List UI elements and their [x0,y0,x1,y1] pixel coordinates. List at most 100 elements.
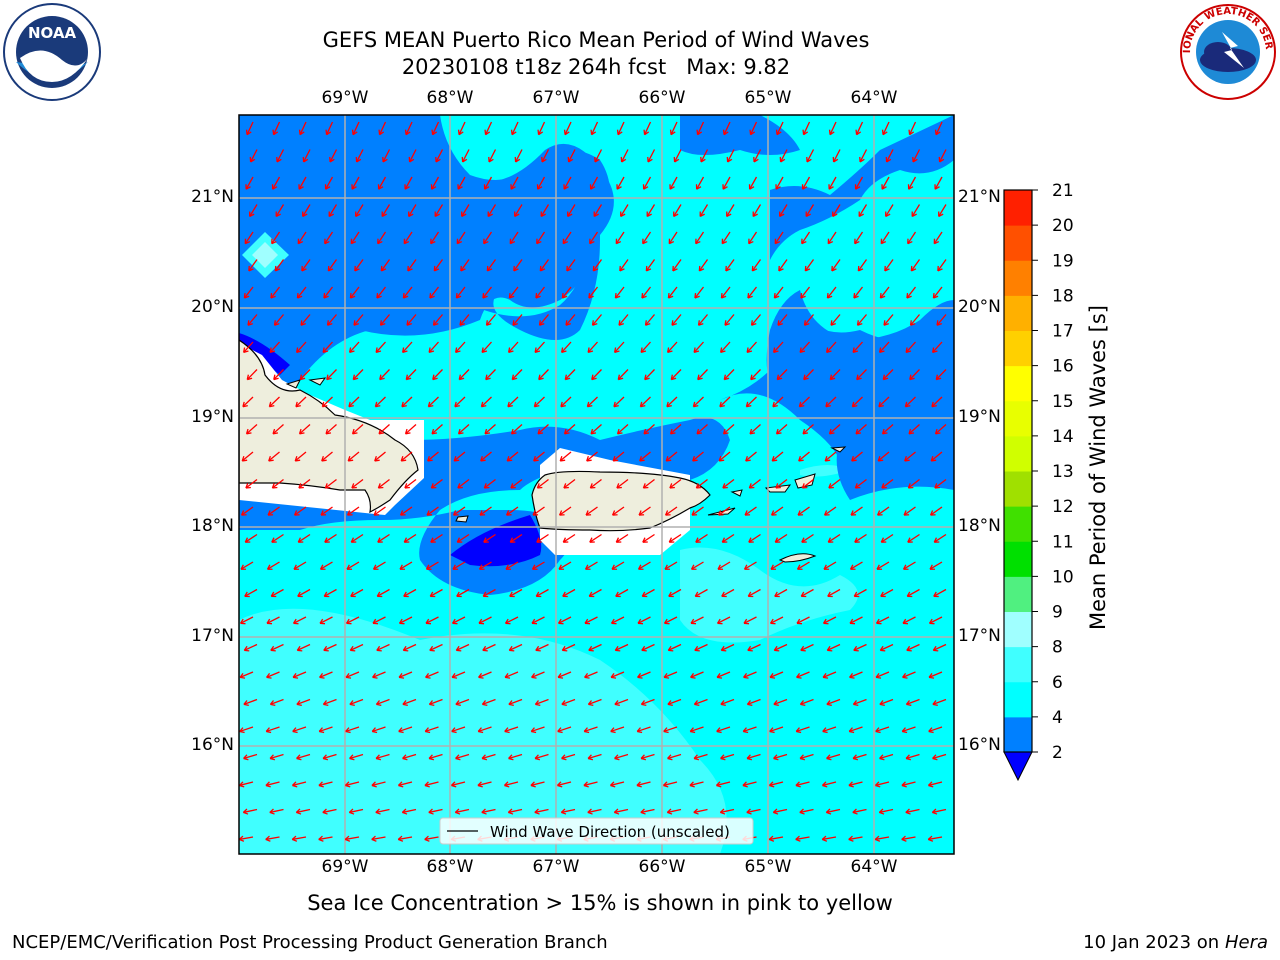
wave-arrow-head [716,727,722,734]
wave-arrow [241,451,254,462]
wave-arrow [771,451,784,462]
wave-arrow [478,726,492,733]
wave-arrow [690,616,704,624]
colorbar-under-extension [1003,751,1033,782]
wave-arrow-head [614,700,620,706]
wave-arrow-head [325,428,332,435]
wave-arrow-head [692,401,699,408]
wave-arrow [720,286,731,299]
wave-arrow [377,231,387,245]
wave-arrow [325,424,337,435]
colorbar-tick-label: 20 [1052,216,1074,236]
wave-arrow-head [901,781,907,788]
wave-arrow-head [400,455,407,462]
wave-arrow-head [265,835,271,842]
wave-arrow [319,616,333,624]
wave-arrow-head [584,618,591,625]
wave-arrow [928,836,943,841]
wave-arrow [398,671,413,679]
wave-arrow [668,231,678,245]
wave-arrow-head [428,754,435,761]
wave-arrow-head [690,618,697,625]
wave-arrow-head [799,808,805,815]
wave-arrow [296,753,311,760]
wave-arrow [775,176,784,190]
wave-arrow-head [378,428,385,435]
wave-arrow [537,121,546,135]
wave-arrow [822,671,837,679]
wave-arrow [640,808,655,814]
wave-arrow [746,753,761,760]
wave-arrow [481,808,496,814]
wave-arrow-head [719,401,725,408]
wave-arrow-head [668,591,674,598]
wave-arrow-head [883,320,889,326]
wave-arrow-head [244,537,251,543]
wave-arrow [536,231,546,245]
wave-arrow [804,259,815,272]
wave-arrow-head [822,727,828,734]
wave-arrow [329,149,338,163]
wave-arrow-head [640,347,647,354]
wave-arrow [270,588,284,597]
wave-arrow [672,259,682,272]
wave-arrow-head [506,455,513,462]
wave-arrow-head [670,374,677,381]
wave-arrow-head [832,211,838,218]
wave-arrow [614,808,629,814]
wave-arrow-head [773,754,779,761]
wave-arrow [293,561,307,570]
wave-arrow-head [849,564,856,570]
wave-arrow-head [536,238,542,245]
wave-arrow [458,369,470,381]
wave-arrow [721,231,731,245]
wave-arrow [743,726,757,733]
wave-arrow-head [403,591,409,598]
wave-arrow-head [564,374,571,381]
wave-arrow-head [509,238,516,245]
wave-arrow [403,588,417,597]
wave-arrow-head [669,428,676,435]
wave-arrow-head [591,320,598,326]
wave-arrow-head [742,727,749,734]
wave-arrow-head [774,537,781,543]
wave-arrow [430,231,440,245]
wave-arrow [855,121,864,135]
wave-arrow-head [483,537,489,543]
wave-arrow-head [589,184,596,190]
wave-arrow [774,533,788,543]
wave-arrow-head [693,700,700,706]
wave-arrow-head [325,129,332,136]
wave-arrow [637,671,651,679]
wave-arrow [907,533,920,543]
wave-arrow [349,341,360,353]
wave-arrow [933,533,947,543]
wave-arrow [637,726,651,733]
wave-arrow-head [828,483,834,489]
wave-arrow-head [828,129,835,136]
wave-arrow [901,836,916,841]
wave-arrow-head [748,238,754,245]
wave-arrow [303,149,311,163]
wave-arrow-head [744,510,751,516]
wave-arrow [427,451,439,462]
wave-arrow-head [244,591,250,598]
wave-arrow [325,121,334,135]
wave-arrow [243,753,258,760]
wave-arrow [826,808,841,814]
wave-arrow-head [776,374,783,381]
wave-arrow-head [669,129,676,136]
wave-arrow-head [742,781,748,788]
wave-arrow-head [667,700,673,706]
wave-arrow-head [796,564,803,570]
wave-arrow [355,204,364,217]
wave-arrow [266,726,280,733]
wave-arrow [270,698,284,706]
wave-arrow [590,176,599,190]
wave-arrow-head [481,808,487,815]
wave-arrow-head [723,374,730,381]
wave-arrow [540,204,550,217]
wave-arrow-head [643,428,650,435]
wave-arrow [299,369,311,381]
wave-arrow [747,698,761,706]
